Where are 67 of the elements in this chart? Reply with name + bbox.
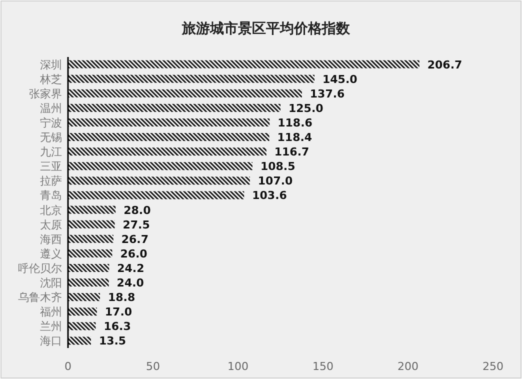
data-label: 108.5 (260, 160, 296, 174)
y-tick-label: 无锡 (40, 131, 62, 144)
bar (68, 249, 112, 258)
bar (68, 308, 97, 316)
y-tick-label: 深圳 (40, 58, 62, 72)
bar (68, 264, 110, 272)
bar (68, 60, 420, 68)
bar (68, 278, 109, 287)
bar (68, 104, 280, 112)
bar (68, 234, 114, 243)
bar (68, 118, 270, 126)
data-label: 16.3 (104, 320, 131, 334)
data-label: 125.0 (288, 102, 324, 115)
bar (68, 206, 116, 214)
bar (68, 133, 270, 142)
y-tick-label: 太原 (40, 218, 62, 232)
bar (68, 89, 302, 98)
data-label: 27.5 (122, 218, 150, 232)
data-label: 26.7 (121, 232, 149, 246)
bar (68, 293, 100, 302)
y-tick-label: 乌鲁木齐 (18, 291, 62, 304)
y-tick-label: 海口 (40, 334, 62, 348)
x-tick-label: 100 (228, 360, 248, 373)
data-label: 103.6 (252, 189, 288, 202)
bar (68, 336, 91, 345)
x-tick-label: 50 (146, 360, 160, 373)
y-tick-label: 拉萨 (40, 174, 62, 188)
data-label: 116.7 (274, 146, 310, 159)
y-tick-label: 温州 (40, 102, 62, 115)
data-label: 26.0 (120, 247, 148, 260)
data-label: 118.6 (278, 116, 313, 130)
x-tick-label: 0 (64, 360, 72, 373)
data-label: 118.4 (277, 131, 312, 144)
y-tick-label: 福州 (40, 306, 62, 319)
y-tick-label: 海西 (40, 232, 62, 246)
bar (68, 322, 96, 330)
data-label: 24.2 (117, 262, 144, 275)
data-label: 137.6 (310, 87, 346, 100)
y-tick-label: 遵义 (40, 247, 62, 260)
y-tick-label: 北京 (40, 204, 62, 217)
bar (68, 162, 252, 170)
y-tick-label: 张家界 (29, 87, 62, 100)
x-tick-label: 250 (482, 360, 504, 373)
data-label: 13.5 (98, 334, 126, 348)
data-label: 28.0 (124, 204, 152, 217)
y-tick-label: 宁波 (40, 116, 62, 130)
y-tick-label: 三亚 (40, 160, 62, 174)
x-tick-label: 200 (398, 360, 418, 373)
data-label: 24.0 (116, 276, 144, 290)
y-tick-label: 青岛 (40, 189, 62, 202)
y-tick-label: 林芝 (39, 72, 62, 86)
y-tick-label: 呼伦贝尔 (18, 262, 62, 275)
bar (68, 191, 244, 200)
data-label: 17.0 (104, 306, 132, 319)
y-tick-label: 九江 (40, 146, 62, 159)
bar (68, 176, 250, 185)
x-tick-label: 150 (312, 360, 334, 373)
data-label: 107.0 (258, 174, 294, 188)
y-tick-label: 沈阳 (40, 276, 62, 290)
data-label: 206.7 (427, 58, 462, 72)
bar (68, 220, 115, 228)
data-label: 145.0 (322, 72, 358, 86)
chart-title: 旅游城市景区平均价格指数 (181, 20, 351, 37)
bar (68, 148, 266, 156)
y-tick-label: 兰州 (40, 320, 62, 334)
data-label: 18.8 (108, 291, 136, 304)
bar (68, 74, 314, 83)
